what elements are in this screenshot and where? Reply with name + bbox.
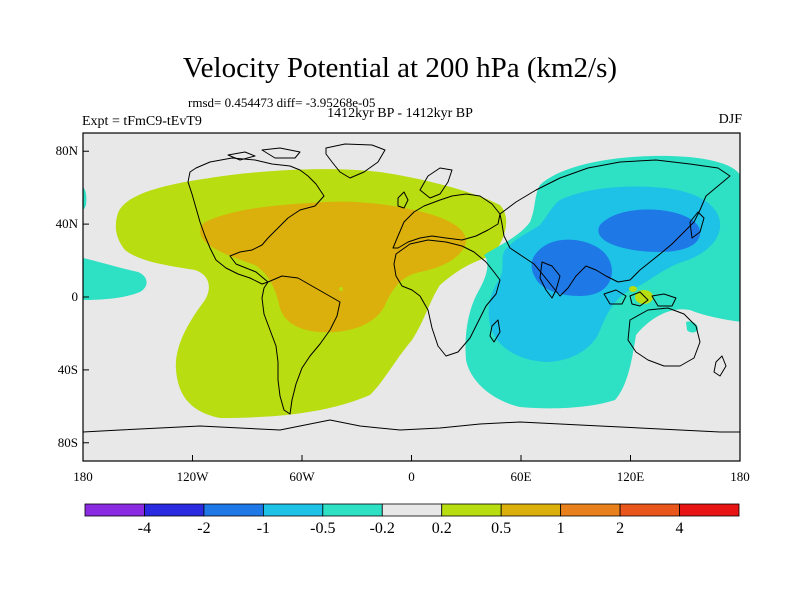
lon-tick-label: 60E [510, 469, 532, 484]
colorbar-label: 4 [675, 520, 684, 537]
negative-weak-region [83, 258, 147, 300]
stats-label: rmsd= 0.454473 diff= -3.95268e-05 [188, 95, 376, 110]
colorbar-label: -0.5 [310, 520, 336, 537]
experiment-label: Expt = tFmC9-tEvT9 [82, 114, 202, 129]
colorbar-box [500, 503, 562, 517]
colorbar-label: 1 [556, 520, 565, 537]
lon-tick-label: 180 [730, 469, 750, 484]
negative-strong-region [531, 239, 612, 296]
lon-tick-label: 180 [73, 469, 93, 484]
negative-weak-region [83, 187, 87, 210]
colorbar-box [560, 503, 621, 517]
lon-tick-label: 0 [408, 469, 415, 484]
colorbar-box [679, 503, 740, 517]
positive-blob [339, 287, 343, 291]
colorbar-box [619, 503, 680, 517]
colorbar-box [381, 503, 443, 517]
coastlines [83, 143, 740, 433]
colorbar-box [203, 503, 264, 517]
lat-tick-label: 40S [57, 361, 78, 377]
negative-weak-region [686, 321, 698, 333]
colorbar-label: -1 [256, 520, 271, 537]
positive-blob [635, 290, 653, 304]
colorbar-boxes [84, 503, 740, 517]
colorbar-box [322, 503, 383, 517]
lat-tick-label: 80N [55, 143, 78, 159]
lat-tick-label: 80S [57, 434, 78, 450]
lon-tick-label: 60W [289, 469, 315, 484]
contour-fill-layer [83, 143, 740, 433]
colorbar-label: -2 [197, 520, 211, 537]
colorbar-box [441, 503, 502, 517]
positive-blob [629, 286, 637, 292]
lat-tick-label: 40N [55, 216, 78, 232]
colorbar-box [262, 503, 324, 517]
map-axes [82, 150, 741, 461]
lat-tick-label: 0 [71, 289, 79, 304]
colorbar-label: 0.2 [431, 520, 452, 537]
colorbar-label: 0.5 [491, 520, 512, 537]
colorbar-box [144, 503, 205, 517]
period-subtitle: 1412kyr BP - 1412kyr BP [327, 106, 473, 121]
chart-title: Velocity Potential at 200 hPa (km2/s) [182, 52, 618, 84]
season-label: DJF [718, 112, 742, 127]
colorbar-box [84, 503, 145, 517]
colorbar-label: 2 [616, 520, 625, 537]
lon-tick-label: 120W [176, 469, 209, 484]
positive-mid-region [199, 201, 466, 333]
lon-tick-label: 120E [616, 469, 645, 484]
colorbar-label: -4 [137, 520, 152, 537]
colorbar-label: -0.2 [369, 520, 395, 537]
